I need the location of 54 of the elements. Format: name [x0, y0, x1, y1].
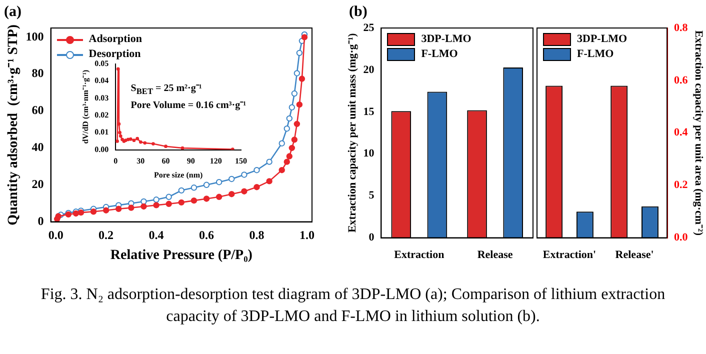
y-tick-label: 0.02 — [94, 110, 109, 120]
legend-label: Adsorption — [88, 32, 142, 47]
y-tick-label: 40 — [32, 140, 44, 154]
x-tick-label: 60 — [162, 156, 170, 166]
y-axis-title: dV/dD (cm³·nm⁻¹·g⁻¹) — [80, 70, 90, 144]
y-tick-label: 0.04 — [94, 76, 109, 86]
y-tick-label: 25 — [363, 22, 375, 34]
x-tick-label: Extraction — [394, 249, 444, 262]
x-tick-label: 0.2 — [98, 228, 114, 242]
x-tick-label: 0 — [114, 156, 118, 166]
chart-title: (a) — [4, 4, 22, 21]
y2-tick-label: 0.8 — [674, 22, 688, 34]
y-tick-label: 60 — [32, 103, 44, 118]
legend-label: F-LMO — [421, 47, 458, 62]
x-axis-title: Relative Pressure (P/P₀) — [110, 248, 253, 264]
y2-tick-label: 0.2 — [674, 179, 688, 192]
x-tick-label: 0.4 — [148, 228, 164, 242]
y-tick-label: 80 — [32, 66, 44, 80]
x-tick-label: 0.6 — [199, 228, 214, 242]
y2-axis-title: Extraction capacity per unit area (mg·cm⁻²) — [692, 30, 705, 236]
y2-tick-label: 0.6 — [674, 74, 688, 86]
y-tick-label: 0.03 — [94, 93, 109, 102]
x-tick-label: 150 — [235, 156, 247, 166]
x-tick-label: 0.0 — [48, 228, 64, 242]
y-tick-label: 15 — [363, 106, 375, 118]
y-tick-label: 5 — [368, 190, 375, 202]
y-tick-label: 20 — [32, 176, 44, 191]
legend-label: Desorption — [88, 47, 141, 60]
y-tick-label: 0 — [38, 214, 44, 228]
x-tick-label: 0.8 — [249, 228, 264, 242]
x-tick-label: Release — [477, 249, 513, 262]
y-tick-label: 20 — [363, 64, 375, 76]
chart-title: (b) — [349, 4, 368, 21]
x-tick-label: Extraction' — [542, 249, 596, 262]
legend-label: F-LMO — [577, 47, 614, 62]
legend-label: 3DP-LMO — [421, 32, 472, 47]
x-tick-label: 90 — [186, 156, 195, 166]
y-axis-title: Quantity adsorbed (cm³·g⁻¹ STP) — [6, 24, 22, 226]
x-tick-label: 120 — [210, 156, 222, 166]
x-axis-title: Pore size (nm) — [154, 170, 203, 180]
y2-tick-label: 0.4 — [674, 126, 688, 139]
x-tick-label: 1.0 — [299, 228, 314, 242]
y-tick-label: 0.05 — [94, 58, 109, 68]
y-tick-label: 10 — [363, 148, 375, 160]
y-tick-label: 0.01 — [94, 128, 109, 137]
legend-label: 3DP-LMO — [577, 32, 628, 47]
y-tick-label: 100 — [26, 29, 44, 44]
y-tick-label: 0.00 — [94, 144, 109, 154]
caption: Fig. 3. N₂ adsorption-desorption test diagram of 3DP-LMO (a); Comparison of lithium extraction capacity of 3DP-LMO and F-LMO in lithium solution (b). — [40, 285, 666, 327]
annotation: Pore Volume = 0.16 cm³·g⁻¹ — [130, 99, 246, 111]
y-axis-title: Extraction capacity per unit mass (mg·g⁻¹) — [346, 32, 358, 233]
x-tick-label: Release' — [615, 249, 654, 262]
annotation: S$_{BET}$ = 25 m²·g⁻¹ — [130, 82, 202, 96]
x-tick-label: 30 — [136, 156, 145, 166]
